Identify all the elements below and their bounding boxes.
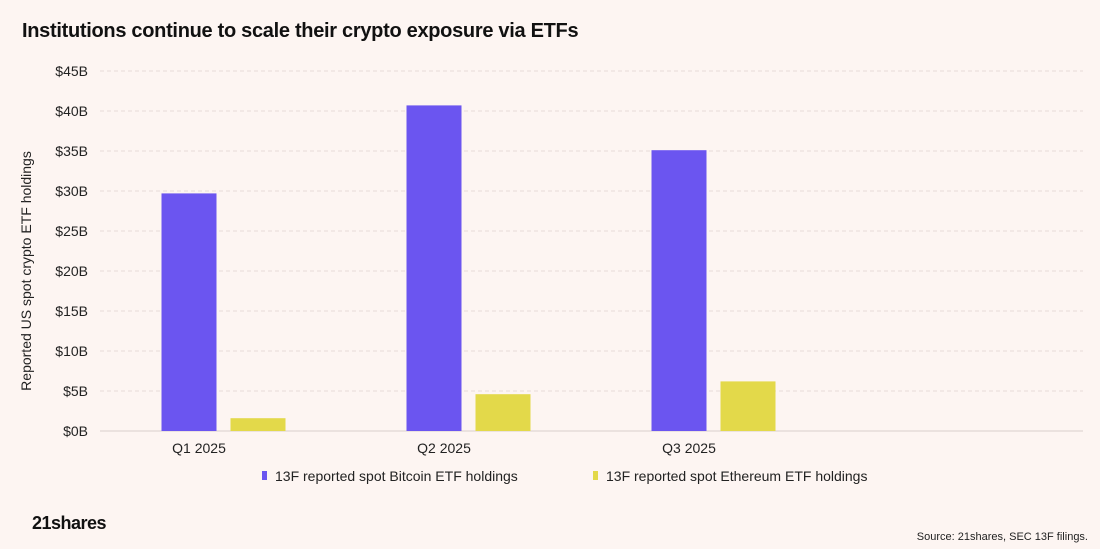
bar-bitcoin-q1-2025 xyxy=(161,193,217,431)
y-tick-label: $20B xyxy=(55,263,88,279)
legend-swatch xyxy=(262,471,267,480)
source-note: Source: 21shares, SEC 13F filings. xyxy=(916,531,1088,543)
x-tick-label: Q1 2025 xyxy=(172,440,226,456)
bar-bitcoin-q3-2025 xyxy=(651,150,707,431)
chart-title: Institutions continue to scale their cry… xyxy=(22,20,579,42)
x-tick-label: Q3 2025 xyxy=(662,440,716,456)
x-tick-label: Q2 2025 xyxy=(417,440,471,456)
brand-logo: 21shares xyxy=(32,513,107,533)
legend-label: 13F reported spot Ethereum ETF holdings xyxy=(606,468,867,484)
bar-ethereum-q3-2025 xyxy=(720,381,776,431)
y-tick-label: $30B xyxy=(55,183,88,199)
bar-ethereum-q2-2025 xyxy=(475,394,531,431)
y-tick-label: $10B xyxy=(55,343,88,359)
bar-ethereum-q1-2025 xyxy=(230,418,286,431)
y-axis-label: Reported US spot crypto ETF holdings xyxy=(18,151,34,391)
bar-bitcoin-q2-2025 xyxy=(406,105,462,432)
bars xyxy=(161,105,776,432)
y-tick-label: $25B xyxy=(55,223,88,239)
legend: 13F reported spot Bitcoin ETF holdings 13… xyxy=(262,468,867,484)
y-tick-label: $5B xyxy=(63,383,88,399)
y-axis-ticks: $0B $5B $10B $15B $20B $25B $30B $35B $40B $45B xyxy=(55,63,88,439)
y-tick-label: $35B xyxy=(55,143,88,159)
y-tick-label: $15B xyxy=(55,303,88,319)
legend-label: 13F reported spot Bitcoin ETF holdings xyxy=(275,468,518,484)
y-tick-label: $45B xyxy=(55,63,88,79)
y-tick-label: $0B xyxy=(63,423,88,439)
legend-swatch xyxy=(593,471,598,480)
gridlines xyxy=(100,70,1083,432)
x-axis-ticks: Q1 2025 Q2 2025 Q3 2025 xyxy=(172,440,716,456)
y-tick-label: $40B xyxy=(55,103,88,119)
